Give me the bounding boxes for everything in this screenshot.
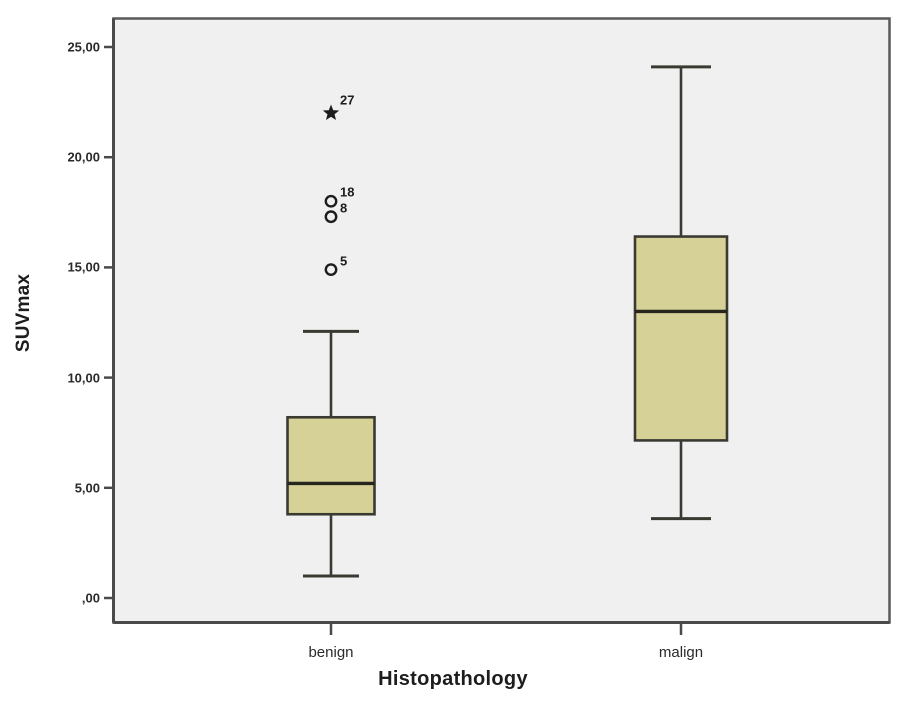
outlier-circle-marker: [324, 194, 338, 208]
y-tick-label: 5,00: [74, 480, 100, 496]
x-axis-title: Histopathology: [378, 668, 528, 690]
y-tick-label: 15,00: [67, 259, 100, 275]
extreme-outlier-star-marker: [322, 104, 340, 121]
y-tick-label: 10,00: [67, 370, 100, 386]
x-tick-label-benign: benign: [308, 644, 354, 661]
outlier-circle-marker: [324, 210, 338, 224]
box-malign: [633, 65, 729, 521]
iqr-box: [633, 235, 729, 442]
outlier-case-label: 27: [340, 92, 355, 108]
iqr-box: [286, 415, 376, 516]
axis-ticks: [104, 45, 683, 635]
y-axis-title: SUVmax: [13, 273, 34, 353]
box-plot-series: [286, 65, 729, 578]
outlier-case-label: 8: [340, 200, 348, 216]
x-tick-label-malign: malign: [658, 644, 704, 661]
outlier-circle-marker: [324, 263, 338, 277]
y-tick-label: 20,00: [67, 149, 100, 165]
box-benign: [286, 104, 376, 578]
outlier-case-label: 18: [340, 184, 355, 200]
y-tick-label: 25,00: [67, 39, 100, 55]
outlier-case-label: 5: [340, 253, 348, 269]
plot-area-background: [112, 17, 891, 624]
y-tick-label: ,00: [81, 590, 100, 606]
